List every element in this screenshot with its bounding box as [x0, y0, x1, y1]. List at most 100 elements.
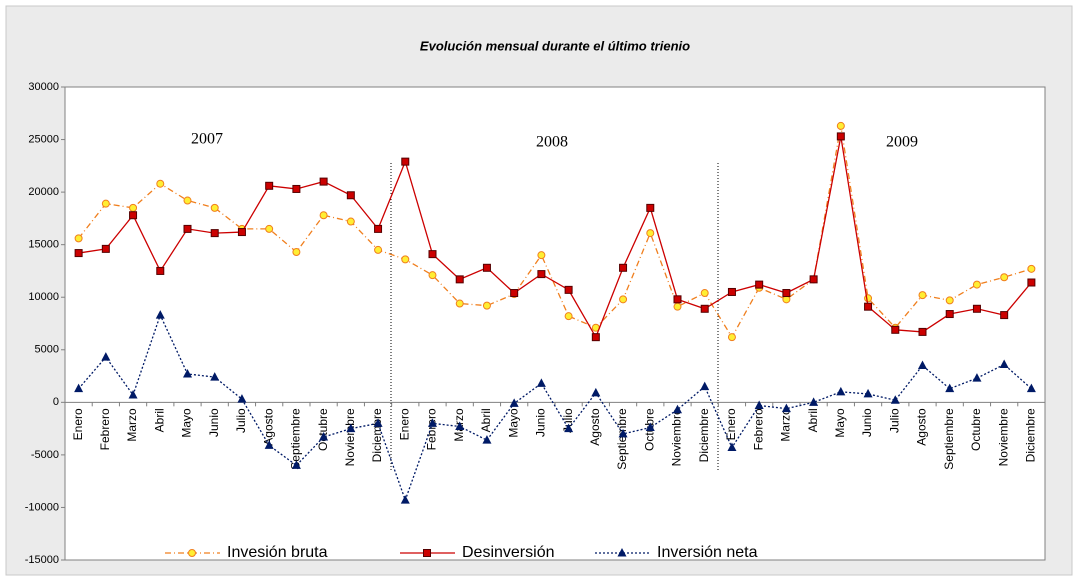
x-tick-label: Abril [479, 408, 493, 432]
point [155, 310, 165, 319]
point [836, 121, 845, 130]
x-tick-label: Abril [152, 408, 166, 432]
point [918, 291, 927, 300]
point [265, 224, 274, 233]
year-annotation: 2007 [191, 131, 223, 148]
point [700, 304, 709, 313]
x-tick-label: Noviembre [670, 408, 684, 466]
point [482, 435, 492, 444]
x-tick-label: Julio [234, 408, 248, 433]
point [673, 404, 682, 414]
point [619, 263, 628, 272]
x-tick-label: Enero [724, 408, 738, 440]
point [128, 389, 138, 399]
x-tick-label: Noviembre [996, 408, 1010, 466]
point [101, 244, 110, 253]
point [836, 132, 845, 141]
series-line [78, 125, 1032, 339]
point [1000, 311, 1009, 320]
point [319, 211, 328, 220]
point [564, 285, 573, 294]
point [319, 432, 329, 441]
series-line [78, 136, 1032, 339]
year-annotation: 2008 [536, 134, 568, 151]
y-tick-label: 0 [53, 396, 59, 408]
legend-marker [617, 548, 627, 557]
point [74, 234, 83, 243]
legend-label: Invesión bruta [227, 544, 328, 561]
point [129, 203, 138, 212]
legend-marker [423, 549, 431, 557]
point [864, 294, 873, 303]
plot-area [64, 86, 1046, 561]
x-tick-label: Enero [71, 408, 85, 440]
x-tick-label: Febrero [98, 408, 112, 450]
point [972, 304, 981, 313]
point [183, 368, 192, 378]
point [129, 211, 138, 220]
point [401, 255, 410, 264]
point [292, 184, 301, 193]
x-tick-label: Enero [397, 408, 411, 440]
x-tick-label: Julio [887, 408, 901, 433]
point [673, 295, 682, 304]
point [101, 352, 111, 361]
point [809, 275, 818, 284]
point [890, 395, 900, 404]
point [863, 388, 873, 398]
point [1026, 383, 1036, 393]
point [74, 249, 83, 258]
point [618, 428, 628, 438]
point [455, 275, 464, 284]
point [673, 302, 682, 311]
point [156, 266, 165, 275]
point [237, 394, 247, 403]
point [782, 289, 791, 298]
point [755, 280, 764, 289]
point [536, 378, 546, 387]
x-tick-label: Agosto [915, 408, 929, 446]
x-tick-label: Febrero [425, 408, 439, 450]
point [646, 229, 655, 238]
point [727, 287, 736, 296]
point [781, 403, 791, 413]
point [237, 228, 246, 237]
y-tick-label: 30000 [28, 81, 59, 93]
y-tick-label: 5000 [35, 344, 59, 356]
x-tick-label: Mayo [833, 408, 847, 438]
point [101, 199, 110, 208]
point [374, 245, 383, 254]
point [346, 423, 356, 433]
legend-marker [188, 549, 196, 557]
point [537, 270, 546, 279]
point [510, 289, 519, 298]
point [945, 383, 955, 393]
point [428, 418, 437, 427]
series-line [78, 313, 1032, 503]
x-tick-label: Agosto [588, 408, 602, 446]
x-tick-label: Abril [806, 408, 820, 432]
x-tick-label: Agosto [261, 408, 275, 446]
x-tick-label: Diciembre [370, 408, 384, 462]
point [945, 296, 954, 305]
point [156, 179, 165, 188]
point [1027, 264, 1036, 273]
point [836, 386, 846, 396]
point [455, 299, 464, 308]
point [482, 263, 491, 272]
point [727, 333, 736, 342]
point [291, 460, 301, 469]
year-annotation: 2009 [886, 134, 918, 151]
point [428, 250, 437, 259]
x-tick-label: Junio [860, 408, 874, 437]
point [918, 360, 927, 370]
y-tick-label: 20000 [28, 186, 59, 198]
y-tick-label: 15000 [28, 239, 59, 251]
legend-label: Inversión neta [657, 544, 758, 561]
y-tick-label: 10000 [28, 291, 59, 303]
point [754, 400, 764, 409]
point [374, 224, 383, 233]
point [210, 372, 220, 381]
point [809, 397, 819, 406]
